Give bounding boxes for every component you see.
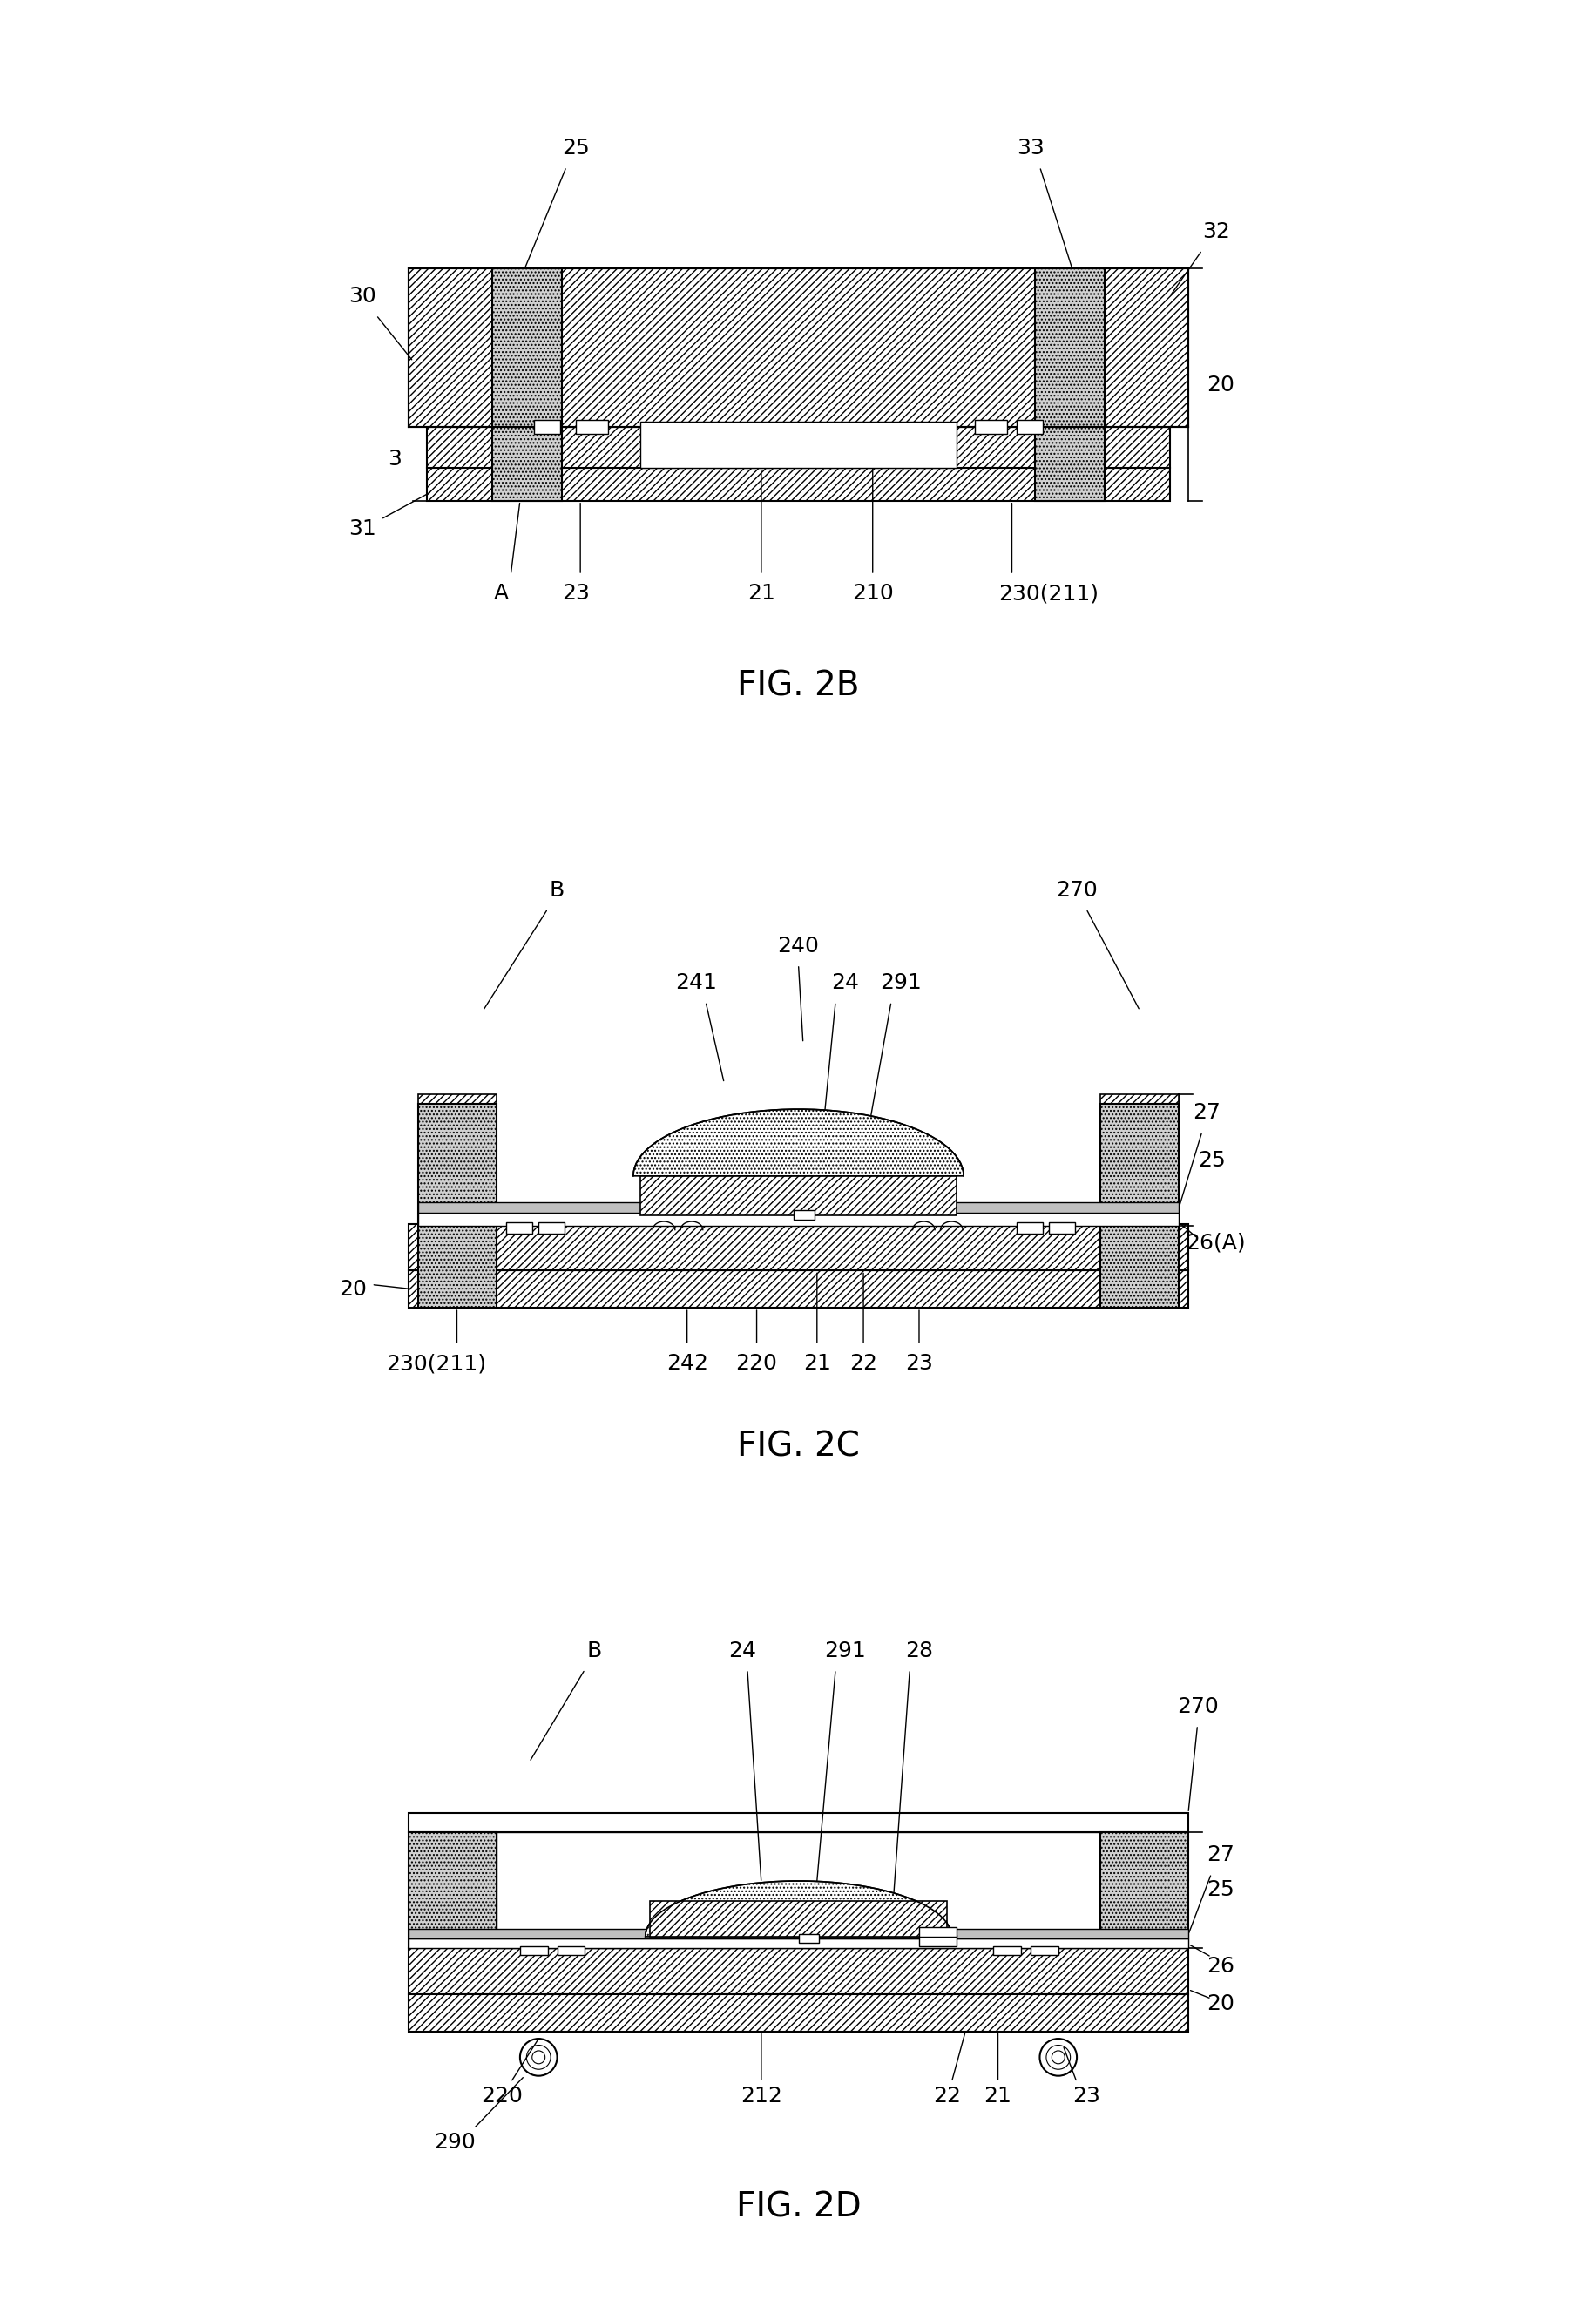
Text: 26: 26 (1207, 1955, 1234, 1976)
Text: 291: 291 (879, 973, 921, 994)
Bar (428, 469, 1168, 501)
Bar (409, 1270, 1187, 1309)
Bar (557, 1946, 584, 1955)
Text: 3: 3 (388, 449, 402, 469)
Text: 212: 212 (741, 2086, 782, 2107)
Text: 20: 20 (1207, 1994, 1234, 2015)
Polygon shape (634, 1109, 962, 1175)
Bar (496, 1831, 1100, 1948)
Bar (418, 1095, 496, 1118)
Text: 21: 21 (803, 1352, 830, 1373)
Bar (428, 426, 1168, 469)
Bar (409, 1994, 1187, 2031)
Bar (418, 1212, 1178, 1226)
Text: 25: 25 (1207, 1879, 1234, 1900)
Text: 241: 241 (675, 973, 717, 994)
Text: 230(211): 230(211) (999, 584, 1098, 605)
Text: 290: 290 (434, 2132, 476, 2153)
Bar (492, 269, 562, 501)
Circle shape (520, 2038, 557, 2077)
Bar (993, 1946, 1020, 1955)
Text: 27: 27 (1207, 1845, 1234, 1865)
Text: 291: 291 (824, 1640, 865, 1661)
Text: 20: 20 (338, 1279, 367, 1300)
Bar (576, 421, 608, 435)
Text: 230(211): 230(211) (386, 1352, 487, 1373)
Text: 24: 24 (728, 1640, 757, 1661)
Bar (409, 1224, 1187, 1270)
Bar (520, 1946, 547, 1955)
Text: FIG. 2D: FIG. 2D (736, 2192, 860, 2224)
Bar (1029, 1946, 1058, 1955)
Text: 240: 240 (777, 936, 819, 957)
Text: 220: 220 (480, 2086, 522, 2107)
Text: 23: 23 (562, 584, 589, 605)
Text: 32: 32 (1202, 221, 1229, 242)
Text: 21: 21 (983, 2086, 1012, 2107)
Text: 220: 220 (736, 1352, 777, 1373)
Text: 242: 242 (666, 1352, 707, 1373)
Bar (409, 1812, 1187, 1831)
Text: 25: 25 (562, 138, 589, 159)
Bar (1049, 1221, 1074, 1233)
Text: 21: 21 (747, 584, 774, 605)
Bar (409, 1948, 1187, 1994)
Bar (919, 1934, 956, 1946)
Bar (640, 421, 956, 469)
Text: 24: 24 (830, 973, 859, 994)
Bar (798, 1934, 819, 1943)
Bar (418, 1104, 496, 1309)
Bar (974, 421, 1007, 435)
Text: 28: 28 (905, 1640, 932, 1661)
Bar (1100, 1831, 1187, 1948)
Text: 27: 27 (1192, 1102, 1219, 1122)
Text: 270: 270 (1055, 879, 1096, 902)
Bar (506, 1221, 531, 1233)
Bar (650, 1902, 946, 1937)
Text: 22: 22 (932, 2086, 961, 2107)
Text: 270: 270 (1176, 1695, 1218, 1716)
Text: FIG. 2C: FIG. 2C (737, 1431, 859, 1463)
Text: 22: 22 (849, 1352, 876, 1373)
Bar (538, 1221, 565, 1233)
Text: A: A (493, 584, 509, 605)
Text: 23: 23 (905, 1352, 932, 1373)
Bar (409, 1939, 1187, 1948)
Bar (640, 1175, 956, 1214)
Bar (418, 1203, 1178, 1212)
Text: FIG. 2B: FIG. 2B (737, 669, 859, 704)
Text: 20: 20 (1207, 375, 1234, 396)
Bar (793, 1210, 814, 1219)
Bar (409, 269, 1187, 426)
Text: 31: 31 (348, 518, 377, 538)
Text: 210: 210 (851, 584, 894, 605)
Circle shape (1039, 2038, 1076, 2077)
Bar (409, 1930, 1187, 1939)
Bar (919, 1927, 956, 1937)
Text: 23: 23 (1071, 2086, 1100, 2107)
Text: 33: 33 (1017, 138, 1044, 159)
Text: 26(A): 26(A) (1186, 1233, 1245, 1254)
Bar (1034, 269, 1104, 501)
Bar (1017, 1221, 1042, 1233)
Polygon shape (645, 1881, 951, 1937)
Bar (409, 1831, 496, 1948)
Text: B: B (549, 879, 565, 902)
Text: 30: 30 (348, 285, 377, 306)
Text: 25: 25 (1197, 1150, 1224, 1171)
Bar (1100, 1104, 1178, 1309)
Bar (1017, 421, 1042, 435)
Text: B: B (586, 1640, 602, 1661)
Bar (1100, 1095, 1178, 1118)
Bar (533, 421, 560, 435)
